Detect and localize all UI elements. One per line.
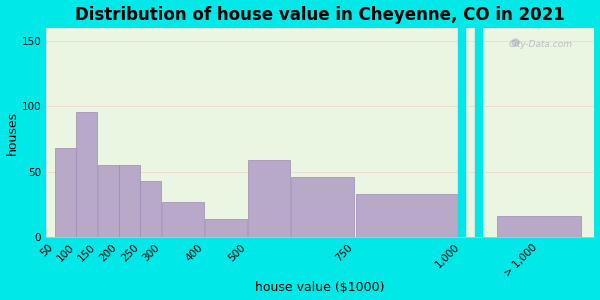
Bar	[291, 177, 354, 237]
Title: Distribution of house value in Cheyenne, CO in 2021: Distribution of house value in Cheyenne,…	[76, 6, 565, 24]
Bar	[205, 219, 247, 237]
Bar	[162, 202, 204, 237]
Bar	[140, 181, 161, 237]
Y-axis label: houses: houses	[5, 111, 19, 155]
Bar	[356, 194, 461, 237]
Bar	[119, 165, 140, 237]
Text: City-Data.com: City-Data.com	[509, 40, 572, 50]
X-axis label: house value ($1000): house value ($1000)	[256, 281, 385, 294]
Bar	[76, 112, 97, 237]
Bar	[55, 148, 76, 237]
Bar	[248, 160, 290, 237]
Bar	[497, 216, 581, 237]
Bar	[98, 165, 119, 237]
